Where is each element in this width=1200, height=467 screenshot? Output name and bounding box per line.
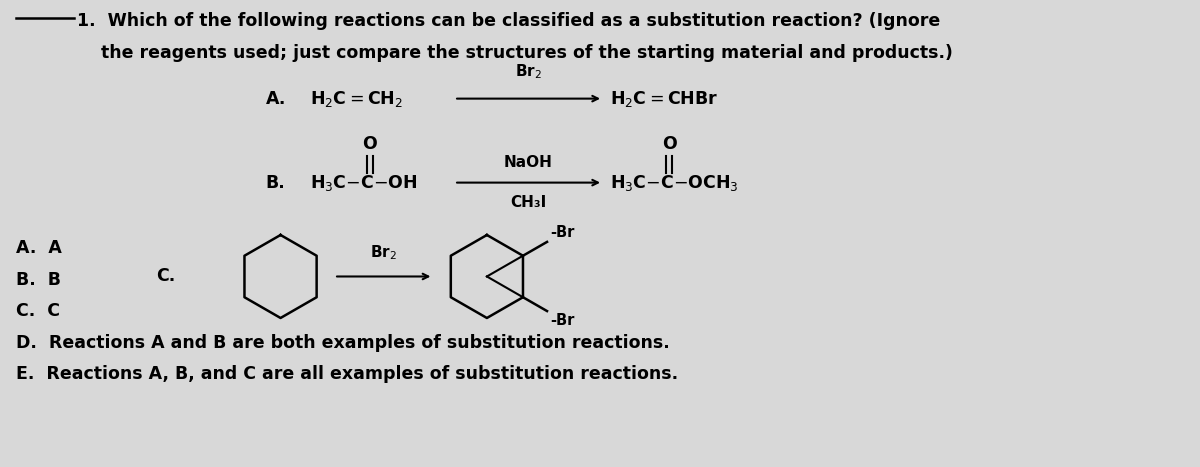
Text: 1.  Which of the following reactions can be classified as a substitution reactio: 1. Which of the following reactions can … [77,12,941,30]
Text: D.  Reactions A and B are both examples of substitution reactions.: D. Reactions A and B are both examples o… [16,334,670,352]
Text: Br$_2$: Br$_2$ [371,243,397,262]
Text: E.  Reactions A, B, and C are all examples of substitution reactions.: E. Reactions A, B, and C are all example… [16,365,678,383]
Text: A.  A: A. A [16,239,61,257]
Text: H$_3$C$-$C$-$OCH$_3$: H$_3$C$-$C$-$OCH$_3$ [610,173,738,192]
Text: NaOH: NaOH [504,155,553,170]
Text: -Br: -Br [550,225,575,240]
Text: O: O [362,135,377,153]
Text: H$_3$C$-$C$-$OH: H$_3$C$-$C$-$OH [311,173,418,192]
Text: B.: B. [265,174,286,191]
Text: H$_2$C$=$CHBr: H$_2$C$=$CHBr [610,89,718,109]
Text: O: O [662,135,677,153]
Text: A.: A. [265,90,286,107]
Text: C.: C. [156,268,175,285]
Text: -Br: -Br [550,313,575,328]
Text: C.  C: C. C [16,302,60,320]
Text: H$_2$C$=$CH$_2$: H$_2$C$=$CH$_2$ [311,89,403,109]
Text: CH₃I: CH₃I [510,196,547,211]
Text: the reagents used; just compare the structures of the starting material and prod: the reagents used; just compare the stru… [77,44,953,62]
Text: Br$_2$: Br$_2$ [515,62,542,81]
Text: B.  B: B. B [16,270,61,289]
